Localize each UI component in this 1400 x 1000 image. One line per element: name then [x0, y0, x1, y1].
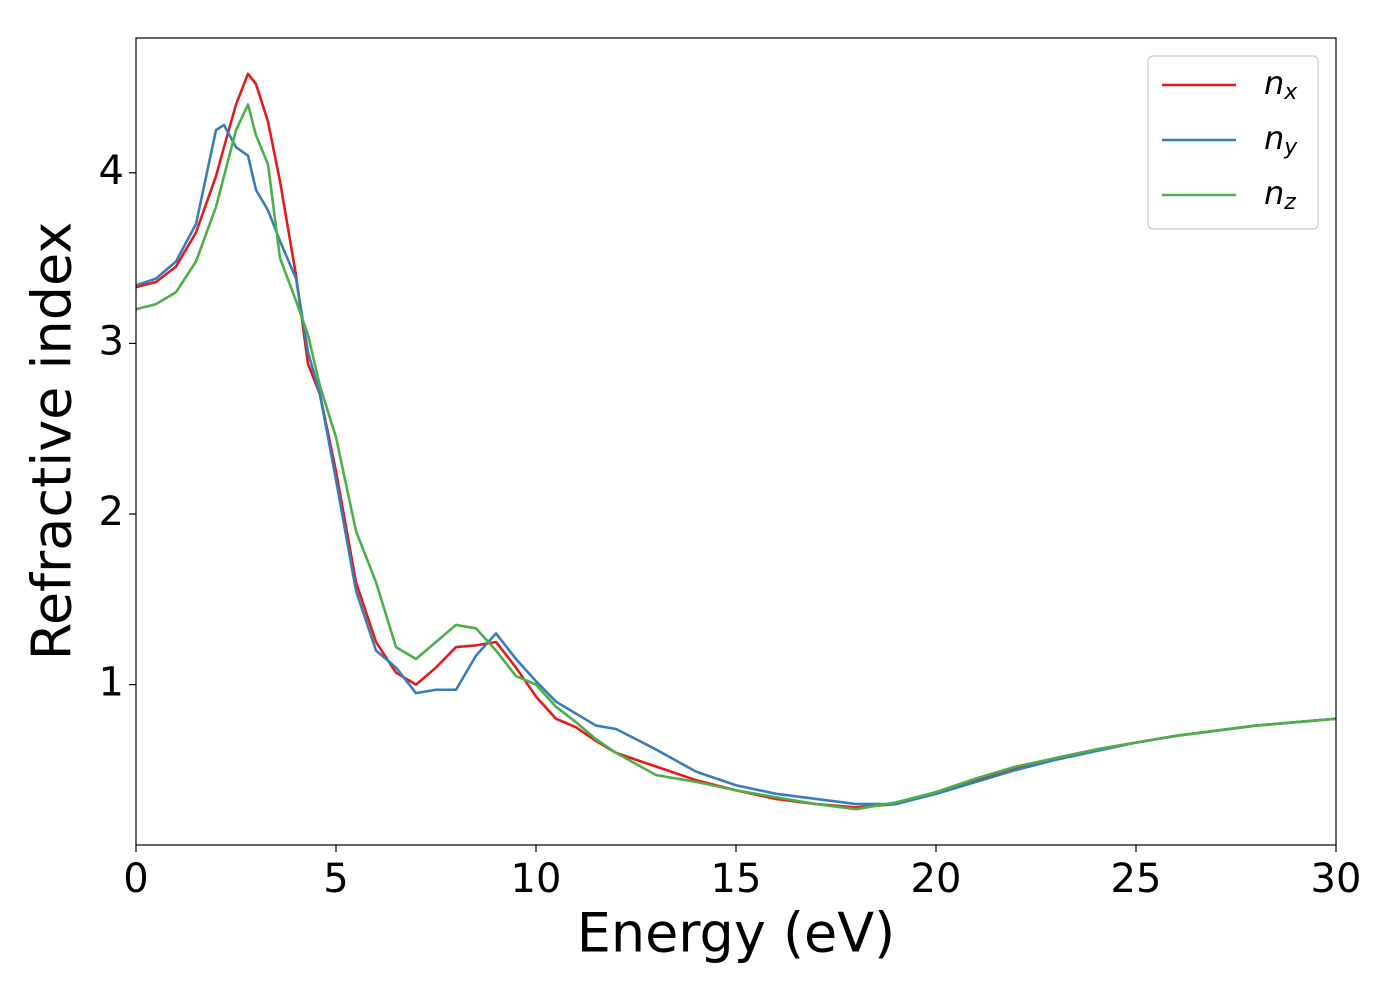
x-tick-label: 15	[711, 856, 762, 902]
x-tick-label: 0	[123, 856, 148, 902]
y-axis-label: Refractive index	[21, 222, 84, 661]
y-tick-label: 2	[99, 489, 124, 535]
x-tick-label: 10	[511, 856, 562, 902]
y-tick-label: 1	[99, 660, 124, 706]
y-tick-label: 3	[99, 318, 124, 364]
legend-label: nz	[1264, 174, 1296, 215]
x-tick-label: 20	[911, 856, 962, 902]
y-tick-label: 4	[99, 148, 124, 194]
data-line	[136, 123, 1336, 806]
x-tick-label: 30	[1311, 856, 1362, 902]
plot-frame	[135, 37, 1337, 846]
x-axis-label: Energy (eV)	[577, 902, 896, 965]
legend-label: nx	[1264, 64, 1298, 105]
data-line	[136, 103, 1336, 811]
x-tick-label: 25	[1111, 856, 1162, 902]
legend-box	[1147, 55, 1319, 230]
legend-label: ny	[1264, 119, 1298, 160]
x-tick-label: 5	[323, 856, 348, 902]
